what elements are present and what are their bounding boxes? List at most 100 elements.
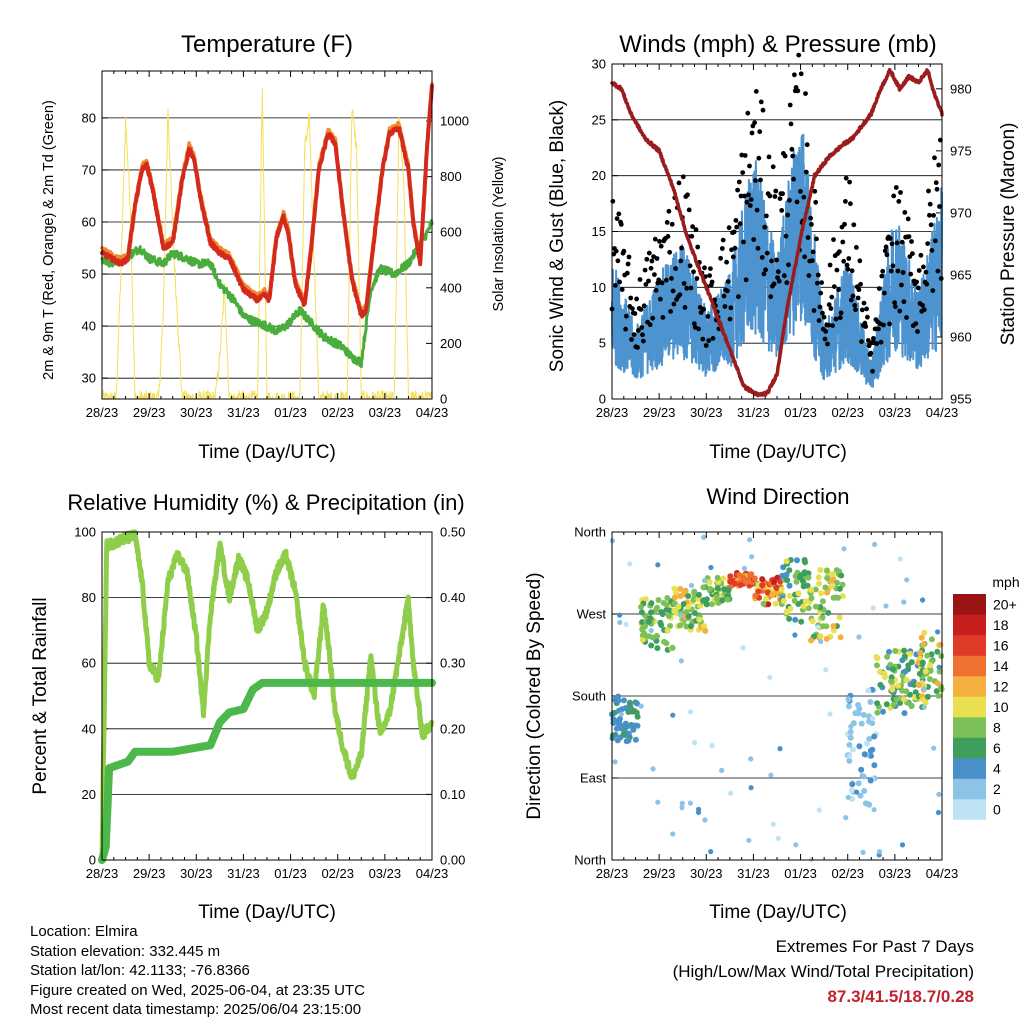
direction-point: [671, 608, 678, 615]
direction-ytick-label: East: [580, 771, 606, 786]
gust-point: [673, 266, 678, 271]
extremes-subheading: (High/Low/Max Wind/Total Precipitation): [672, 962, 974, 981]
colorbar-label: 14: [993, 658, 1009, 674]
direction-point: [801, 569, 808, 576]
gust-point: [830, 323, 835, 328]
direction-point: [901, 647, 908, 654]
direction-point: [707, 585, 714, 592]
gust-point: [791, 176, 796, 182]
humidity-ytick-label: 80: [82, 590, 96, 605]
gust-point: [686, 207, 692, 213]
gust-point: [878, 339, 884, 345]
direction-point: [867, 747, 874, 754]
gust-point: [927, 201, 933, 207]
humidity-ytick-label: 20: [82, 787, 96, 802]
direction-point: [675, 603, 682, 610]
gust-point: [771, 281, 777, 287]
gust-point: [755, 245, 761, 251]
direction-point: [685, 603, 692, 610]
gust-point: [921, 307, 927, 313]
gust-point: [910, 251, 915, 256]
winds-ytick-label-right: 980: [950, 81, 972, 96]
gust-point: [613, 283, 618, 288]
direction-point: [683, 608, 690, 615]
gust-point: [926, 188, 931, 194]
direction-point: [648, 600, 655, 607]
gust-point: [621, 248, 627, 254]
gust-point: [859, 307, 865, 313]
gust-point: [826, 302, 832, 308]
direction-point: [793, 578, 800, 585]
gust-point: [925, 241, 931, 247]
direction-point: [824, 567, 830, 574]
direction-ylabel-left: Direction (Colored By Speed): [524, 572, 545, 819]
gust-point: [798, 189, 803, 194]
direction-point: [818, 638, 824, 645]
direction-point: [888, 678, 895, 685]
direction-point: [665, 613, 672, 619]
direction-point: [677, 585, 684, 592]
gust-point: [776, 278, 782, 284]
direction-point: [828, 583, 835, 590]
gust-point: [746, 192, 751, 198]
gust-point: [756, 155, 762, 161]
gust-point: [774, 257, 779, 263]
gust-point: [808, 215, 813, 221]
gust-point: [853, 307, 858, 313]
recent-timestamp: Most recent data timestamp: 2025/06/04 2…: [30, 1001, 362, 1018]
direction-point: [795, 590, 802, 597]
gust-point: [685, 192, 690, 198]
direction-point: [917, 649, 924, 656]
direction-point: [870, 715, 876, 722]
gust-point: [908, 271, 914, 277]
gust-point: [722, 304, 728, 309]
direction-point: [877, 681, 884, 688]
gust-point: [826, 322, 831, 328]
direction-point: [620, 697, 627, 704]
gust-point: [688, 285, 694, 291]
direction-point: [650, 766, 656, 772]
direction-point: [816, 807, 822, 813]
gust-point: [850, 293, 856, 299]
temperature-xtick-label: 29/23: [133, 405, 166, 420]
gust-point: [915, 285, 921, 291]
direction-point: [748, 785, 754, 791]
direction-point: [849, 781, 856, 788]
gust-point: [909, 239, 914, 244]
gust-point: [865, 338, 871, 343]
gust-point: [821, 314, 827, 320]
direction-point: [845, 703, 852, 710]
direction-point: [855, 780, 862, 787]
humidity-ylabel-left: Percent & Total Rainfall: [30, 597, 51, 794]
direction-xlabel: Time (Day/UTC): [709, 902, 847, 923]
direction-ytick-label: South: [572, 689, 606, 704]
direction-point: [822, 584, 829, 591]
colorbar-label: 8: [993, 719, 1001, 735]
direction-point: [775, 835, 782, 842]
direction-point: [708, 564, 714, 571]
gust-point: [610, 198, 616, 204]
direction-ytick-label: North: [574, 525, 606, 540]
direction-point: [809, 618, 816, 624]
direction-point: [767, 674, 773, 680]
gust-point: [900, 270, 906, 275]
winds-ylabel-right: Station Pressure (Maroon): [998, 123, 1019, 346]
gust-point: [893, 304, 898, 309]
gust-point: [810, 249, 816, 255]
gust-point: [855, 295, 861, 301]
gust-point: [616, 211, 622, 217]
gust-point: [789, 146, 795, 152]
colorbar-label: 16: [993, 637, 1009, 653]
station-latlon: Station lat/lon: 42.1133; -76.8366: [30, 962, 250, 979]
gust-point: [848, 201, 853, 207]
direction-point: [696, 616, 703, 623]
direction-point: [638, 604, 644, 610]
direction-point: [748, 756, 754, 762]
direction-point: [669, 644, 676, 651]
direction-point: [702, 817, 708, 823]
temperature-ylabel-left: 2m & 9m T (Red, Orange) & 2m Td (Green): [41, 100, 57, 380]
gust-point: [915, 329, 920, 334]
direction-point: [921, 629, 928, 636]
direction-point: [728, 790, 734, 797]
gust-point: [641, 338, 646, 344]
